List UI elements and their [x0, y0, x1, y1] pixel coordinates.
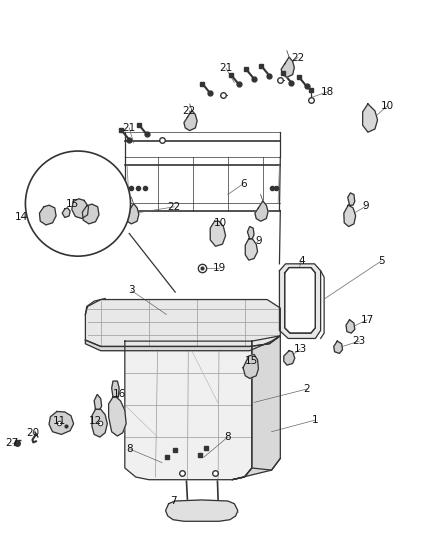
Circle shape: [25, 151, 131, 256]
Text: 1: 1: [312, 415, 319, 425]
Polygon shape: [82, 204, 99, 224]
Text: 11: 11: [53, 416, 66, 426]
Text: 10: 10: [213, 218, 226, 228]
Text: 4: 4: [298, 256, 305, 266]
Text: 27: 27: [6, 439, 19, 448]
Text: 13: 13: [293, 344, 307, 354]
Polygon shape: [232, 336, 280, 480]
Text: 14: 14: [14, 213, 28, 222]
Polygon shape: [109, 397, 126, 436]
Text: 8: 8: [126, 444, 133, 454]
Polygon shape: [281, 57, 294, 77]
Polygon shape: [245, 239, 258, 260]
Polygon shape: [94, 394, 102, 409]
Text: 7: 7: [170, 496, 177, 506]
Text: 15: 15: [244, 357, 258, 366]
Text: 22: 22: [291, 53, 304, 62]
Polygon shape: [92, 409, 107, 437]
Polygon shape: [348, 193, 355, 205]
Polygon shape: [346, 320, 355, 333]
Polygon shape: [85, 336, 280, 351]
Polygon shape: [334, 341, 343, 353]
Text: 21: 21: [219, 63, 233, 73]
Text: 5: 5: [378, 256, 385, 266]
Polygon shape: [344, 205, 356, 227]
Polygon shape: [284, 351, 295, 365]
Polygon shape: [85, 300, 280, 346]
Text: 9: 9: [362, 201, 369, 211]
Polygon shape: [112, 381, 119, 397]
Polygon shape: [125, 341, 252, 480]
Text: 3: 3: [128, 286, 135, 295]
Text: 16: 16: [113, 390, 126, 399]
Polygon shape: [49, 411, 74, 434]
Text: 10: 10: [381, 101, 394, 110]
Text: 8: 8: [224, 432, 231, 442]
Text: 2: 2: [303, 384, 310, 394]
Text: 23: 23: [353, 336, 366, 346]
Text: 18: 18: [321, 87, 334, 96]
Polygon shape: [210, 221, 226, 246]
Text: 15: 15: [66, 199, 79, 208]
Polygon shape: [166, 500, 238, 521]
Polygon shape: [255, 201, 268, 221]
Text: 12: 12: [89, 416, 102, 426]
Polygon shape: [126, 204, 139, 224]
Polygon shape: [363, 104, 378, 132]
Polygon shape: [247, 227, 254, 239]
Text: 19: 19: [212, 263, 226, 272]
Polygon shape: [72, 199, 88, 219]
Polygon shape: [285, 268, 315, 333]
Text: 20: 20: [26, 428, 39, 438]
Text: 17: 17: [360, 315, 374, 325]
Polygon shape: [279, 264, 321, 338]
Polygon shape: [62, 208, 70, 217]
Polygon shape: [184, 110, 197, 131]
Text: 9: 9: [255, 236, 262, 246]
Text: 22: 22: [168, 202, 181, 212]
Text: 22: 22: [183, 106, 196, 116]
Polygon shape: [39, 205, 56, 225]
Text: 21: 21: [123, 123, 136, 133]
Polygon shape: [243, 354, 258, 378]
Text: 6: 6: [240, 179, 247, 189]
